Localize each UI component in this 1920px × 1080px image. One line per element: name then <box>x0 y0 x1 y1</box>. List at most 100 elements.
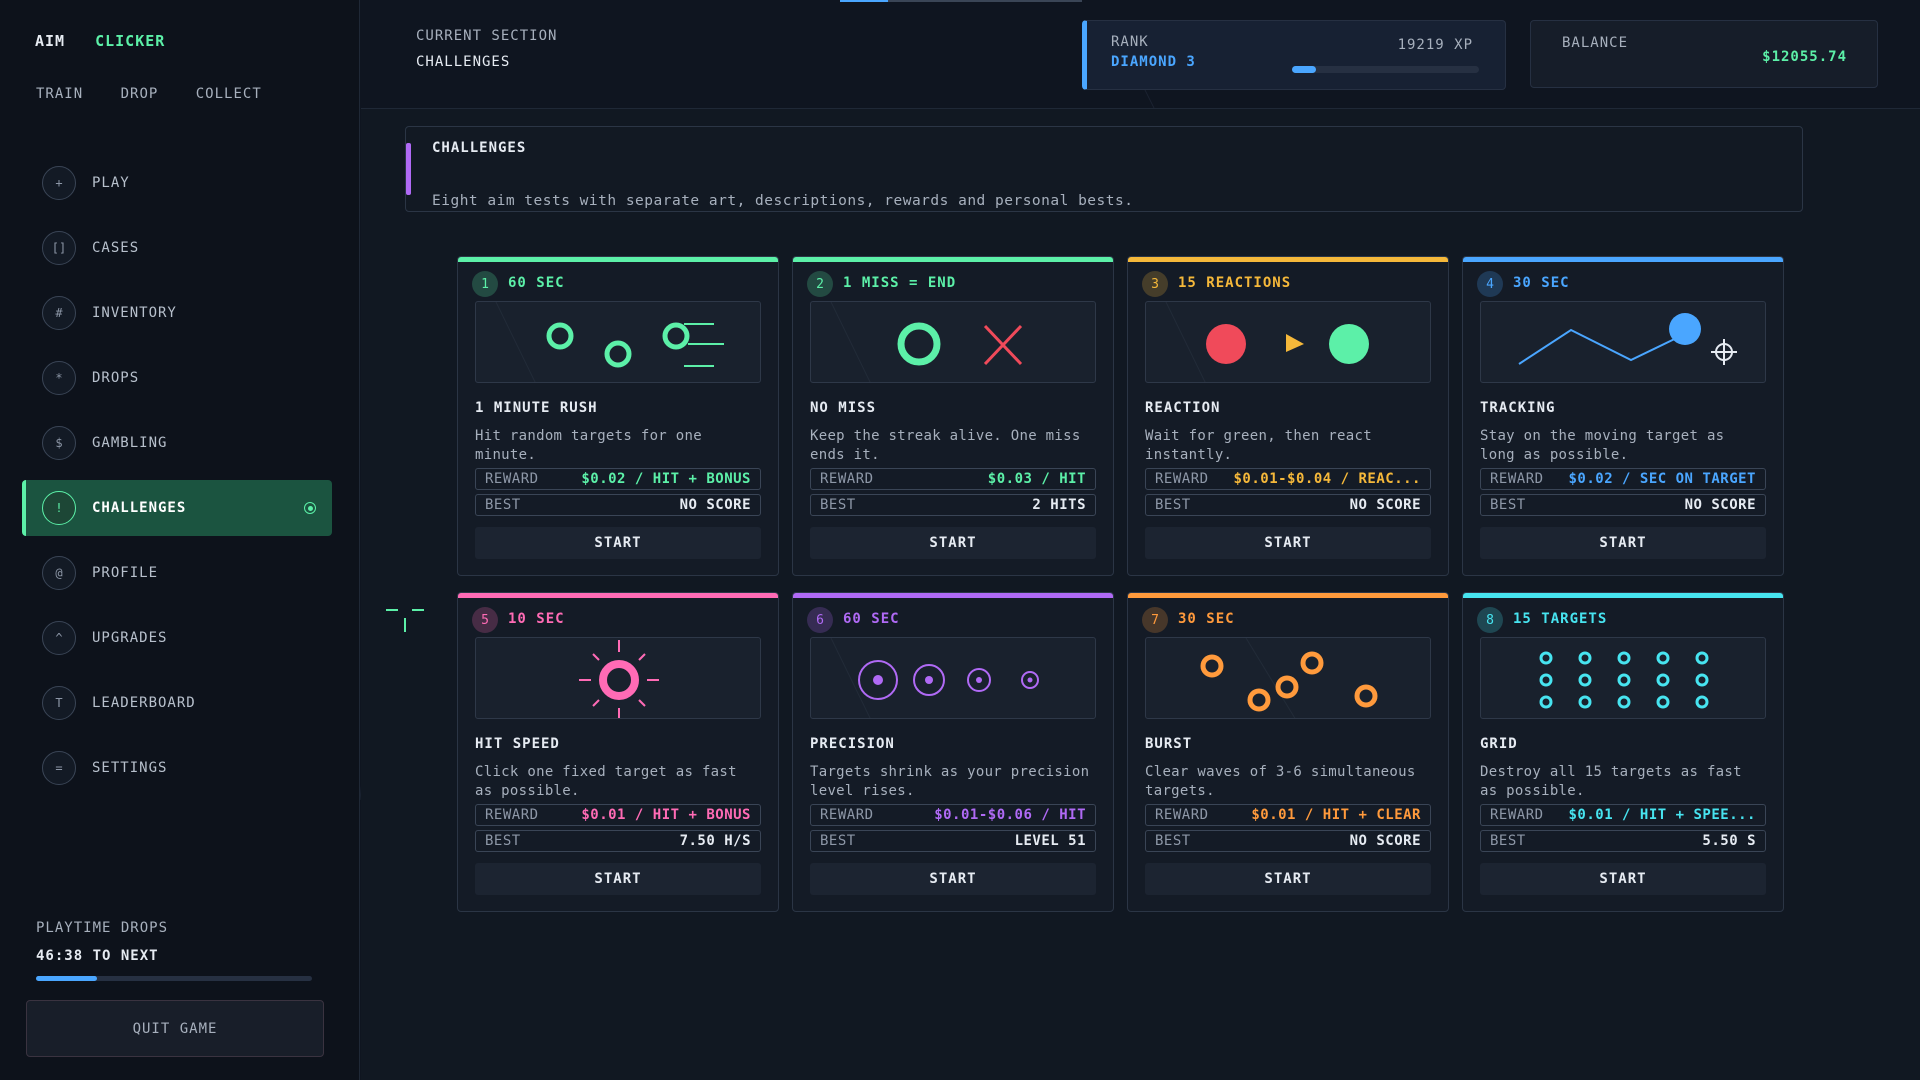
best-label: BEST <box>820 833 856 849</box>
reward-value: $0.02 / SEC ON TARGET <box>1568 471 1756 487</box>
nav-icon-upgrades: ^ <box>42 621 76 655</box>
card-title: HIT SPEED <box>475 736 560 752</box>
card-description: Stay on the moving target as long as pos… <box>1480 428 1725 463</box>
card-title: 1 MINUTE RUSH <box>475 400 598 416</box>
sidebar-item-leaderboard[interactable]: T LEADERBOARD <box>22 675 332 731</box>
burst-art-icon <box>1200 638 1378 718</box>
rank-progress-bar <box>1292 66 1479 73</box>
start-button[interactable]: START <box>1145 527 1431 559</box>
card-best-row: BEST NO SCORE <box>1145 830 1431 852</box>
challenge-card-hit-speed: 5 10 SEC HIT SPEED Click one fixed targe… <box>457 592 779 912</box>
sidebar-item-label: DROPS <box>92 370 140 386</box>
sidebar-item-upgrades[interactable]: ^ UPGRADES <box>22 610 332 666</box>
sidebar-item-label: PROFILE <box>92 565 159 581</box>
card-art <box>1480 301 1766 383</box>
start-button[interactable]: START <box>810 527 1096 559</box>
card-title: BURST <box>1145 736 1193 752</box>
sidebar-item-label: INVENTORY <box>92 305 177 321</box>
sidebar-item-play[interactable]: + PLAY <box>22 155 332 211</box>
card-number-badge: 8 <box>1477 607 1503 633</box>
speed-art-icon <box>579 640 659 718</box>
subnav-drop[interactable]: DROP <box>120 86 159 102</box>
brand-clicker: CLICKER <box>95 32 166 50</box>
card-tag: 60 SEC <box>508 275 565 291</box>
sidebar-item-label: CASES <box>92 240 140 256</box>
rush-art-icon <box>495 302 724 382</box>
best-label: BEST <box>1155 497 1191 513</box>
current-section-value: CHALLENGES <box>416 54 511 70</box>
crosshair-icon <box>386 609 424 632</box>
reward-label: REWARD <box>820 471 874 487</box>
card-reward-row: REWARD $0.03 / HIT <box>810 468 1096 490</box>
card-reward-row: REWARD $0.01-$0.04 / REAC... <box>1145 468 1431 490</box>
card-title: NO MISS <box>810 400 877 416</box>
card-description: Destroy all 15 targets as fast as possib… <box>1480 764 1742 799</box>
reward-label: REWARD <box>485 807 539 823</box>
card-accent-bar <box>458 593 778 598</box>
nav-icon-inventory: # <box>42 296 76 330</box>
start-button[interactable]: START <box>1480 863 1766 895</box>
challenge-card-burst: 7 30 SEC BURST Clear waves of 3-6 simult… <box>1127 592 1449 912</box>
card-accent-bar <box>458 257 778 262</box>
card-accent-bar <box>1463 257 1783 262</box>
card-best-row: BEST 7.50 H/S <box>475 830 761 852</box>
start-button[interactable]: START <box>1480 527 1766 559</box>
rank-progress-fill <box>1292 66 1317 73</box>
subnav-train[interactable]: TRAIN <box>36 86 84 102</box>
sidebar: AIM CLICKER TRAIN DROP COLLECT + PLAY [] C… <box>0 0 360 1080</box>
sidebar-item-gambling[interactable]: $ GAMBLING <box>22 415 332 471</box>
best-value: 5.50 S <box>1702 833 1756 849</box>
best-value: NO SCORE <box>1349 497 1421 513</box>
current-section: CURRENT SECTION CHALLENGES <box>416 28 557 70</box>
start-button[interactable]: START <box>475 527 761 559</box>
reward-label: REWARD <box>820 807 874 823</box>
reaction-art-icon <box>1165 302 1369 382</box>
sidebar-item-cases[interactable]: [] CASES <box>22 220 332 276</box>
card-description: Wait for green, then react instantly. <box>1145 428 1372 463</box>
sidebar-item-profile[interactable]: @ PROFILE <box>22 545 332 601</box>
rank-xp: 19219 XP <box>1397 37 1473 53</box>
card-best-row: BEST 5.50 S <box>1480 830 1766 852</box>
sidebar-item-label: GAMBLING <box>92 435 168 451</box>
card-reward-row: REWARD $0.01 / HIT + SPEE... <box>1480 804 1766 826</box>
reward-value: $0.01 / HIT + SPEE... <box>1568 807 1756 823</box>
start-button[interactable]: START <box>810 863 1096 895</box>
sidebar-item-challenges[interactable]: ! CHALLENGES <box>22 480 332 536</box>
best-label: BEST <box>485 497 521 513</box>
best-value: 7.50 H/S <box>679 833 751 849</box>
card-title: GRID <box>1480 736 1518 752</box>
current-section-title: CURRENT SECTION <box>416 28 558 44</box>
card-art <box>475 301 761 383</box>
card-best-row: BEST LEVEL 51 <box>810 830 1096 852</box>
card-tag: 1 MISS = END <box>843 275 957 291</box>
best-value: NO SCORE <box>1684 497 1756 513</box>
card-number-badge: 3 <box>1142 271 1168 297</box>
subnav-collect[interactable]: COLLECT <box>195 86 262 102</box>
reward-value: $0.01 / HIT + CLEAR <box>1251 807 1421 823</box>
sidebar-item-label: SETTINGS <box>92 760 168 776</box>
reward-value: $0.01 / HIT + BONUS <box>581 807 751 823</box>
reward-label: REWARD <box>1155 807 1209 823</box>
quit-game-button[interactable]: QUIT GAME <box>26 1000 324 1057</box>
card-best-row: BEST NO SCORE <box>1145 494 1431 516</box>
challenges-info-box: CHALLENGES Eight aim tests with separate… <box>405 126 1803 212</box>
card-accent-bar <box>793 593 1113 598</box>
card-tag: 10 SEC <box>508 611 565 627</box>
best-label: BEST <box>1155 833 1191 849</box>
card-number-badge: 1 <box>472 271 498 297</box>
best-value: LEVEL 51 <box>1014 833 1086 849</box>
drops-timer: 46:38 TO NEXT <box>36 948 159 964</box>
card-tag: 30 SEC <box>1513 275 1570 291</box>
start-button[interactable]: START <box>1145 863 1431 895</box>
start-button[interactable]: START <box>475 863 761 895</box>
card-description: Keep the streak alive. One miss ends it. <box>810 428 1081 463</box>
reward-label: REWARD <box>1490 807 1544 823</box>
sidebar-item-settings[interactable]: = SETTINGS <box>22 740 332 796</box>
sub-navigation: TRAIN DROP COLLECT <box>36 86 290 102</box>
sidebar-item-label: LEADERBOARD <box>92 695 196 711</box>
sidebar-item-inventory[interactable]: # INVENTORY <box>22 285 332 341</box>
balance-title: BALANCE <box>1562 35 1629 51</box>
card-art <box>1145 637 1431 719</box>
challenge-card-1-minute-rush: 1 60 SEC 1 MINUTE RUSH Hit random target… <box>457 256 779 576</box>
sidebar-item-drops[interactable]: * DROPS <box>22 350 332 406</box>
